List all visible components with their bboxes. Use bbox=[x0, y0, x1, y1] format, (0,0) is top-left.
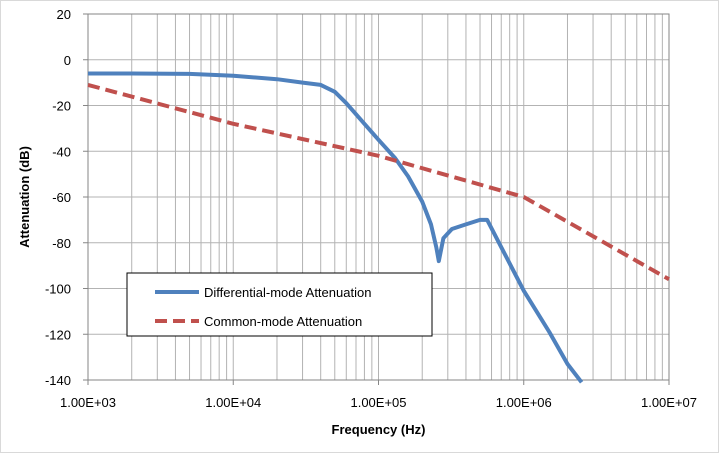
y-tick-label: -100 bbox=[45, 282, 71, 297]
x-axis-title: Frequency (Hz) bbox=[332, 422, 426, 437]
legend-box bbox=[126, 272, 433, 337]
x-tick-label: 1.00E+06 bbox=[496, 395, 552, 410]
y-tick-label: -120 bbox=[45, 327, 71, 342]
series-line-differential bbox=[88, 71, 584, 384]
y-tick-label: 0 bbox=[64, 53, 71, 68]
y-tick-label: -40 bbox=[52, 144, 71, 159]
x-tick-label: 1.00E+04 bbox=[205, 395, 261, 410]
x-tick-label: 1.00E+05 bbox=[350, 395, 406, 410]
legend-label-differential: Differential-mode Attenuation bbox=[204, 285, 371, 300]
y-tick-label: 20 bbox=[57, 7, 71, 22]
y-tick-label: -80 bbox=[52, 236, 71, 251]
tick-labels: 20 0 -20 -40 -60 -80 -100 -120 -140 1.00E+03 1.00E… bbox=[45, 7, 697, 410]
legend-label-common: Common-mode Attenuation bbox=[204, 314, 362, 329]
series-layer bbox=[87, 71, 670, 384]
y-tick-label: -20 bbox=[52, 99, 71, 114]
series-line-common bbox=[87, 82, 670, 282]
x-tick-label: 1.00E+03 bbox=[60, 395, 116, 410]
y-axis-title: Attenuation (dB) bbox=[17, 146, 32, 248]
x-tick-label: 1.00E+07 bbox=[641, 395, 697, 410]
y-tick-label: -140 bbox=[45, 373, 71, 388]
y-tick-label: -60 bbox=[52, 190, 71, 205]
legend: Differential-mode Attenuation Common-mod… bbox=[126, 272, 433, 337]
